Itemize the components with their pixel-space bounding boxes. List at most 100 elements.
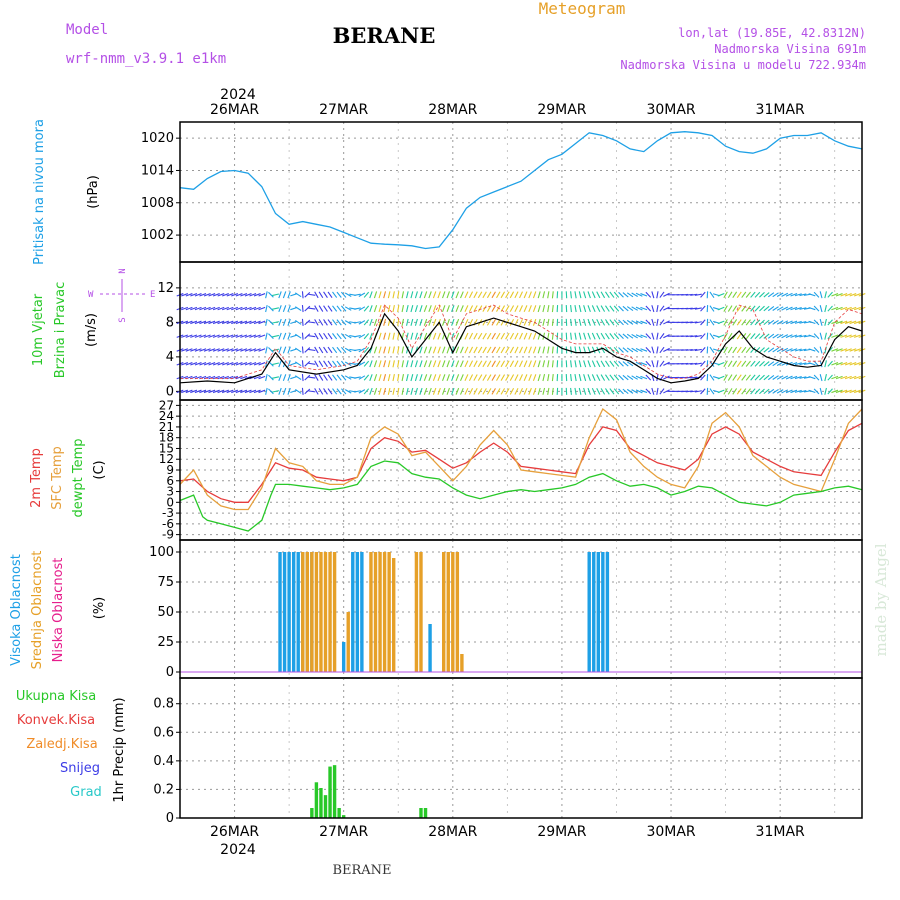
- wind-arrow: [301, 387, 304, 395]
- wind-arrow: [717, 375, 725, 380]
- wind-arrow: [514, 305, 519, 312]
- wind-arrow: [656, 332, 659, 340]
- wind-arrow: [373, 360, 378, 368]
- wind-arrow: [723, 360, 728, 368]
- wind-arrow: [496, 388, 501, 395]
- wind-arrow: [268, 374, 274, 381]
- wind-arrow: [455, 374, 460, 382]
- wind-arrow: [410, 387, 414, 395]
- wind-arrow: [799, 390, 807, 393]
- wind-arrow: [772, 333, 779, 339]
- wind-arrow: [271, 321, 280, 324]
- wind-arrow: [397, 360, 400, 368]
- wind-arrow: [844, 320, 852, 325]
- wind-arrow: [294, 306, 302, 311]
- wind-arrow: [570, 360, 572, 368]
- wind-arrow: [491, 388, 496, 395]
- wind-name1: 10m Vjetar: [31, 293, 46, 366]
- wind-arrow: [464, 346, 469, 354]
- bar: [446, 552, 450, 672]
- wind-arrow: [844, 348, 852, 352]
- wind-arrow: [523, 305, 528, 313]
- bar: [369, 552, 373, 672]
- compass-n: N: [118, 268, 128, 273]
- wind-arrow: [799, 376, 807, 379]
- wind-arrow: [763, 333, 770, 339]
- wind-arrow: [401, 291, 405, 299]
- wind-arrow: [353, 335, 361, 338]
- wind-arrow: [194, 334, 202, 338]
- wind-arrow: [401, 346, 405, 354]
- wind-arrow: [700, 374, 706, 381]
- wind-arrow: [605, 305, 610, 312]
- wind-arrow: [656, 318, 659, 326]
- wind-arrow: [460, 346, 464, 354]
- wind-arrow: [401, 360, 405, 368]
- wind-arrow: [344, 375, 352, 380]
- bar: [428, 624, 432, 672]
- wind-arrow: [727, 332, 733, 340]
- wind-arrow: [181, 334, 189, 338]
- wind-arrow: [776, 361, 784, 367]
- wind-arrow: [767, 347, 775, 353]
- wind-arrow: [551, 387, 554, 395]
- wind-arrow: [318, 319, 324, 326]
- wind-arrow: [542, 387, 546, 395]
- wind-arrow: [785, 348, 793, 352]
- wind-arrow: [308, 307, 316, 310]
- wind-arrow: [790, 375, 798, 380]
- wind-arrow: [344, 306, 352, 311]
- wind-arrow: [763, 388, 770, 395]
- wind-arrow: [690, 348, 698, 352]
- wind-arrow: [455, 318, 460, 326]
- wind-arrow: [853, 334, 861, 338]
- wind-arrow: [244, 293, 252, 297]
- wind-arrow: [308, 321, 316, 324]
- wind-arrow: [640, 334, 648, 338]
- wind-arrow: [486, 388, 492, 395]
- wind-arrow: [849, 348, 857, 352]
- wind-arrow: [694, 335, 702, 338]
- wind-arrow: [690, 335, 698, 338]
- wind-arrow: [732, 374, 738, 381]
- wind-arrow: [600, 388, 606, 395]
- wind-arrow: [491, 374, 496, 381]
- wind-arrow: [685, 335, 693, 338]
- wind-arrow: [723, 305, 728, 312]
- wind-arrow: [763, 361, 770, 367]
- wind-arrow: [405, 374, 409, 382]
- wind-arrow: [464, 318, 469, 326]
- wind-arrow: [414, 291, 418, 299]
- wind-arrow: [336, 319, 342, 326]
- wind-arrow: [221, 362, 229, 366]
- wind-arrow: [314, 346, 319, 354]
- wind-arrow: [419, 318, 423, 326]
- wind-arrows: [176, 291, 866, 395]
- wind-arrow: [226, 306, 234, 311]
- wind-arrow: [537, 318, 541, 326]
- wind-arrow: [741, 346, 747, 354]
- precip-axis-label: 1hr Precip (mm): [112, 697, 127, 802]
- wind-arrow: [754, 333, 761, 340]
- wind-arrow: [432, 305, 437, 313]
- wind-arrow: [551, 360, 554, 368]
- wind-arrow: [405, 305, 409, 313]
- wind-arrow: [446, 291, 450, 299]
- wind-arrow: [663, 375, 670, 380]
- wind-arrow: [631, 320, 638, 325]
- wind-arrow: [410, 360, 414, 368]
- wind-arrow: [794, 320, 802, 324]
- wind-arrow: [759, 333, 765, 339]
- wind-arrow: [849, 389, 857, 394]
- wind-arrow: [217, 362, 225, 366]
- bottom-day-label: 31MAR: [756, 824, 805, 840]
- wind-arrow: [609, 374, 615, 381]
- wind-arrow: [613, 305, 620, 312]
- wind-arrow: [240, 306, 248, 311]
- wind-arrow: [464, 360, 469, 368]
- wind-arrow: [659, 388, 665, 395]
- wind-arrow: [794, 293, 802, 297]
- wind-arrow: [785, 334, 793, 339]
- wind-arrow: [827, 360, 833, 367]
- wind-arrow: [428, 374, 432, 382]
